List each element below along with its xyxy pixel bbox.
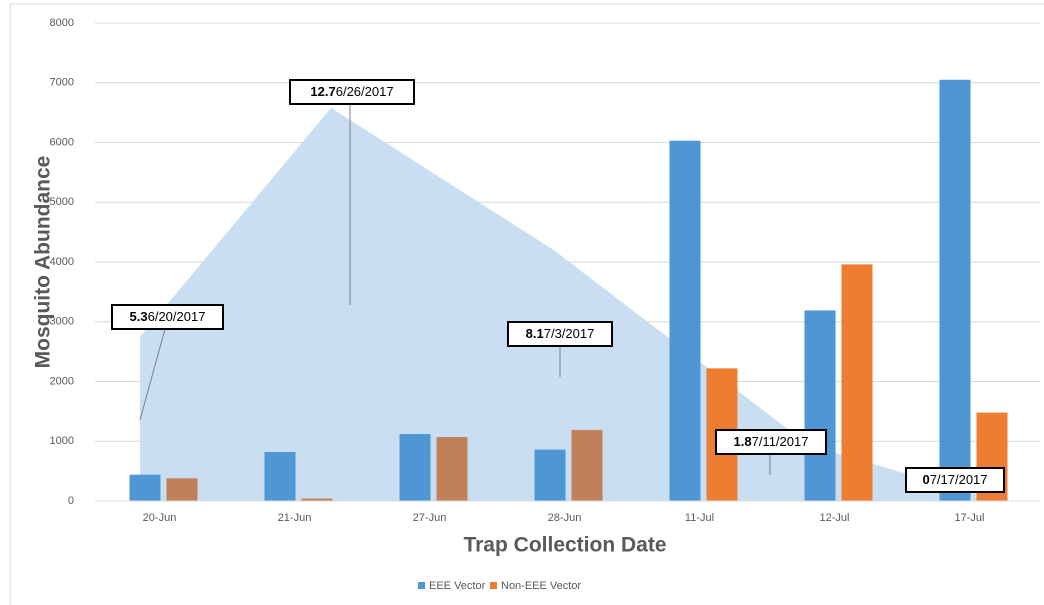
bar — [804, 310, 836, 501]
x-tick-label: 12-Jul — [820, 512, 850, 524]
x-tick-label: 17-Jul — [955, 512, 985, 524]
annotation-date: 6/20/2017 — [148, 309, 206, 324]
annotation-box — [111, 304, 224, 330]
bar — [669, 140, 701, 501]
bar — [301, 498, 333, 501]
y-tick-label: 5000 — [50, 196, 74, 208]
x-axis-title: Trap Collection Date — [463, 534, 666, 557]
x-tick-label: 21-Jun — [278, 512, 312, 524]
annotation-date: 6/26/2017 — [336, 84, 394, 99]
annotation-leader — [139, 328, 166, 421]
annotation-box — [507, 321, 613, 347]
legend-label: Non-EEE Vector — [501, 580, 581, 592]
chart-border — [9, 3, 1044, 605]
annotation: 5.36/20/2017 — [130, 309, 206, 324]
bar — [571, 429, 603, 501]
y-tick-label: 4000 — [50, 256, 74, 268]
annotation-value: 8.1 — [526, 326, 544, 341]
annotation-value: 12.7 — [310, 84, 335, 99]
annotation-value: 1.8 — [734, 434, 752, 449]
bar — [436, 437, 468, 501]
bar — [264, 452, 296, 501]
y-tick-label: 2000 — [50, 375, 74, 387]
bar — [534, 449, 566, 501]
bar — [841, 264, 873, 501]
x-tick-label: 28-Jun — [548, 512, 582, 524]
annotation-box — [715, 429, 827, 455]
annotation: 1.87/11/2017 — [734, 434, 809, 449]
annotation: 07/17/2017 — [922, 472, 987, 487]
annotation-value: 5.3 — [130, 309, 148, 324]
annotation: 8.17/3/2017 — [526, 326, 595, 341]
y-tick-label: 3000 — [50, 316, 74, 328]
y-tick-label: 7000 — [50, 77, 74, 89]
legend-label: EEE Vector — [429, 580, 486, 592]
annotation-date: 7/3/2017 — [544, 326, 595, 341]
x-tick-label: 11-Jul — [685, 512, 714, 524]
legend-swatch — [490, 582, 497, 589]
annotation-value: 0 — [922, 472, 929, 487]
annotation-date: 7/11/2017 — [752, 434, 809, 449]
y-axis-title: Mosquito Abundance — [32, 156, 55, 369]
area — [140, 107, 1000, 502]
legend-swatch — [418, 582, 425, 589]
y-tick-label: 6000 — [50, 136, 74, 148]
annotation: 12.76/26/2017 — [310, 84, 393, 99]
bar — [129, 474, 161, 501]
bar — [399, 434, 431, 501]
x-tick-label: 27-Jun — [413, 512, 447, 524]
annotation-date: 7/17/2017 — [930, 472, 988, 487]
y-tick-label: 0 — [68, 495, 74, 507]
y-tick-label: 8000 — [50, 17, 74, 29]
y-tick-label: 1000 — [50, 435, 74, 447]
annotation-box — [289, 79, 415, 105]
bar — [939, 79, 971, 501]
annotation-box — [905, 467, 1005, 493]
bar — [166, 478, 198, 501]
x-tick-label: 20-Jun — [143, 512, 177, 524]
